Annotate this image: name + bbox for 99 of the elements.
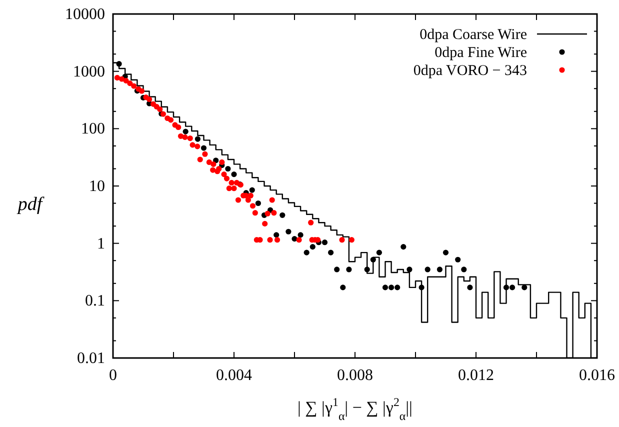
point: [127, 80, 133, 86]
point: [114, 74, 120, 81]
point: [406, 266, 412, 272]
point: [226, 186, 232, 192]
point: [224, 176, 230, 182]
point: [255, 200, 261, 206]
point: [202, 151, 208, 157]
point: [138, 88, 145, 94]
point: [194, 144, 200, 150]
y-tick-label: 0.01: [77, 350, 105, 367]
point: [168, 117, 174, 123]
point: [225, 166, 231, 172]
point: [339, 237, 345, 243]
point: [296, 237, 302, 243]
legend-label: 0dpa Fine Wire: [434, 45, 528, 61]
point: [322, 240, 328, 246]
point: [442, 250, 449, 256]
point: [274, 237, 280, 243]
point: [346, 266, 352, 272]
x-tick-label: 0.004: [216, 367, 252, 384]
point: [131, 83, 137, 89]
point: [455, 256, 461, 262]
point: [298, 232, 304, 238]
point: [234, 180, 240, 186]
y-tick-label: 1: [97, 235, 105, 252]
point: [292, 236, 298, 242]
point: [182, 134, 188, 140]
point: [418, 284, 424, 290]
y-tick-label: 1000: [73, 63, 105, 80]
point: [252, 210, 258, 216]
point: [221, 171, 227, 178]
point: [200, 145, 207, 151]
point: [388, 284, 394, 290]
point: [210, 161, 216, 167]
point: [522, 284, 528, 290]
point: [123, 78, 129, 84]
y-tick-label: 10: [89, 178, 105, 195]
point: [228, 180, 234, 186]
x-axis-title: | ∑ |γ$^{1}$$_{α}$| − ∑ |γ$^{2}$$_{α}$||: [298, 395, 412, 423]
point: [436, 266, 442, 272]
point: [190, 142, 196, 148]
point: [364, 266, 370, 272]
point: [235, 197, 242, 203]
point: [146, 96, 152, 102]
y-tick-label: 100: [81, 120, 105, 138]
y-axis-title: pdf: [16, 194, 45, 215]
point: [328, 250, 334, 256]
point: [176, 124, 182, 130]
point: [461, 266, 467, 272]
point: [370, 256, 376, 262]
point: [249, 187, 255, 193]
point: [382, 284, 388, 290]
point: [206, 159, 212, 166]
point: [118, 76, 125, 82]
point: [334, 266, 340, 272]
x-tick-label: 0.008: [337, 367, 373, 384]
point: [304, 250, 310, 256]
point: [271, 210, 277, 216]
legend-label: 0dpa Coarse Wire: [420, 27, 528, 43]
point: [400, 244, 406, 250]
point: [340, 284, 346, 290]
point: [187, 135, 193, 142]
point: [245, 197, 252, 203]
point: [219, 159, 225, 166]
point: [194, 136, 200, 142]
point: [267, 237, 273, 243]
point: [269, 197, 275, 203]
x-tick-label: 0: [109, 367, 117, 384]
point: [286, 228, 292, 234]
point: [376, 250, 382, 256]
point: [182, 128, 188, 134]
point: [157, 106, 163, 112]
point: [231, 171, 237, 178]
point: [248, 192, 254, 198]
point: [264, 210, 270, 216]
point: [308, 220, 314, 226]
point: [394, 284, 400, 290]
legend-label: 0dpa VORO − 343: [413, 63, 527, 79]
x-tick-label: 0.016: [579, 367, 615, 384]
point: [213, 158, 219, 164]
point: [310, 244, 316, 250]
point: [116, 61, 122, 67]
point: [280, 212, 286, 218]
point: [250, 203, 256, 209]
point: [231, 186, 237, 192]
point: [467, 284, 473, 290]
x-tick-label: 0.012: [458, 367, 494, 384]
point: [424, 266, 430, 272]
point: [510, 284, 516, 290]
y-tick-label: 10000: [65, 6, 105, 23]
point: [210, 167, 216, 173]
point: [178, 133, 184, 139]
point: [503, 284, 510, 290]
y-tick-label: 0.1: [85, 292, 105, 310]
point: [197, 156, 203, 162]
point: [348, 237, 354, 243]
point: [216, 166, 222, 172]
point: [274, 232, 280, 238]
point: [262, 220, 268, 226]
